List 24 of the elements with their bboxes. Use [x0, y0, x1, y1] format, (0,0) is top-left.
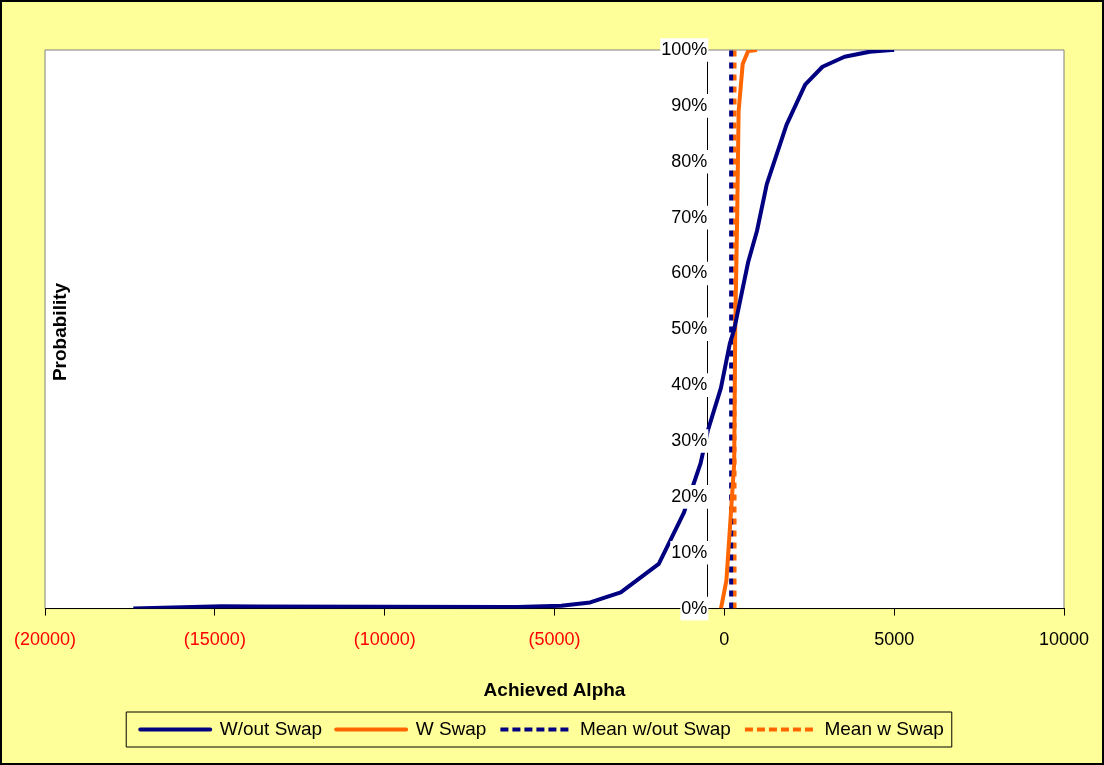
- y-axis-title: Probability: [49, 282, 71, 382]
- x-axis-title: Achieved Alpha: [483, 678, 626, 700]
- y-tick-label: 90%: [671, 94, 708, 115]
- y-tick-label: 10%: [671, 541, 708, 562]
- y-tick-label: 30%: [671, 429, 708, 450]
- y-tick-label: 40%: [671, 374, 708, 395]
- legend-label: Mean w Swap: [824, 717, 944, 739]
- legend-label: Mean w/out Swap: [579, 717, 731, 739]
- y-tick-label: 60%: [671, 262, 708, 283]
- x-tick-label: (20000): [14, 629, 77, 650]
- x-tick-label: (15000): [183, 629, 246, 650]
- x-tick-label: 0: [719, 629, 730, 650]
- x-tick-label: (5000): [528, 629, 581, 650]
- x-tick-label: (10000): [353, 629, 416, 650]
- legend-label: W/out Swap: [219, 717, 323, 739]
- y-tick-label: 80%: [671, 150, 708, 171]
- y-tick-label: 70%: [671, 206, 708, 227]
- legend-label: W Swap: [415, 717, 487, 739]
- y-tick-label: 0%: [681, 597, 708, 618]
- y-tick-label: 100%: [661, 38, 708, 59]
- y-tick-label: 20%: [671, 485, 708, 506]
- x-tick-label: 10000: [1038, 629, 1090, 650]
- x-tick-label: 5000: [874, 629, 915, 650]
- y-tick-label: 50%: [671, 318, 708, 339]
